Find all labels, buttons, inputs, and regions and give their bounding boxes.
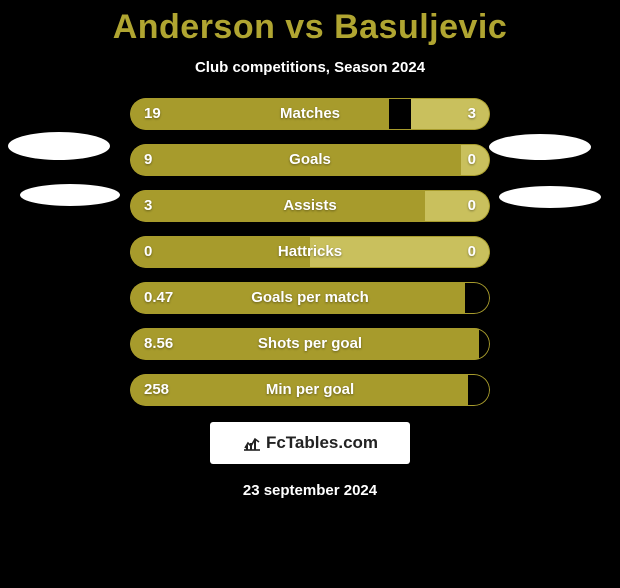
stat-row: 0.47Goals per match [130, 282, 490, 314]
fctables-logo[interactable]: FcTables.com [210, 422, 410, 464]
player-left-ellipse-1 [8, 132, 110, 160]
date-text: 23 september 2024 [0, 482, 620, 499]
stat-label: Hattricks [130, 236, 490, 268]
stats-container: 193Matches 90Goals 30Assists 00Hattricks 0.4… [130, 98, 490, 406]
stat-label: Assists [130, 190, 490, 222]
stat-label: Goals [130, 144, 490, 176]
logo-text: FcTables.com [266, 433, 378, 453]
stat-row: 193Matches [130, 98, 490, 130]
stat-row: 258Min per goal [130, 374, 490, 406]
stat-label: Goals per match [130, 282, 490, 314]
stat-row: 30Assists [130, 190, 490, 222]
player-left-ellipse-2 [20, 184, 120, 206]
stat-label: Shots per goal [130, 328, 490, 360]
page-title: Anderson vs Basuljevic [0, 8, 620, 47]
stat-row: 00Hattricks [130, 236, 490, 268]
player-right-ellipse-1 [489, 134, 591, 160]
chart-icon [242, 433, 262, 453]
player-right-ellipse-2 [499, 186, 601, 208]
stat-row: 8.56Shots per goal [130, 328, 490, 360]
stat-label: Min per goal [130, 374, 490, 406]
stat-row: 90Goals [130, 144, 490, 176]
subtitle: Club competitions, Season 2024 [0, 59, 620, 76]
stat-label: Matches [130, 98, 490, 130]
